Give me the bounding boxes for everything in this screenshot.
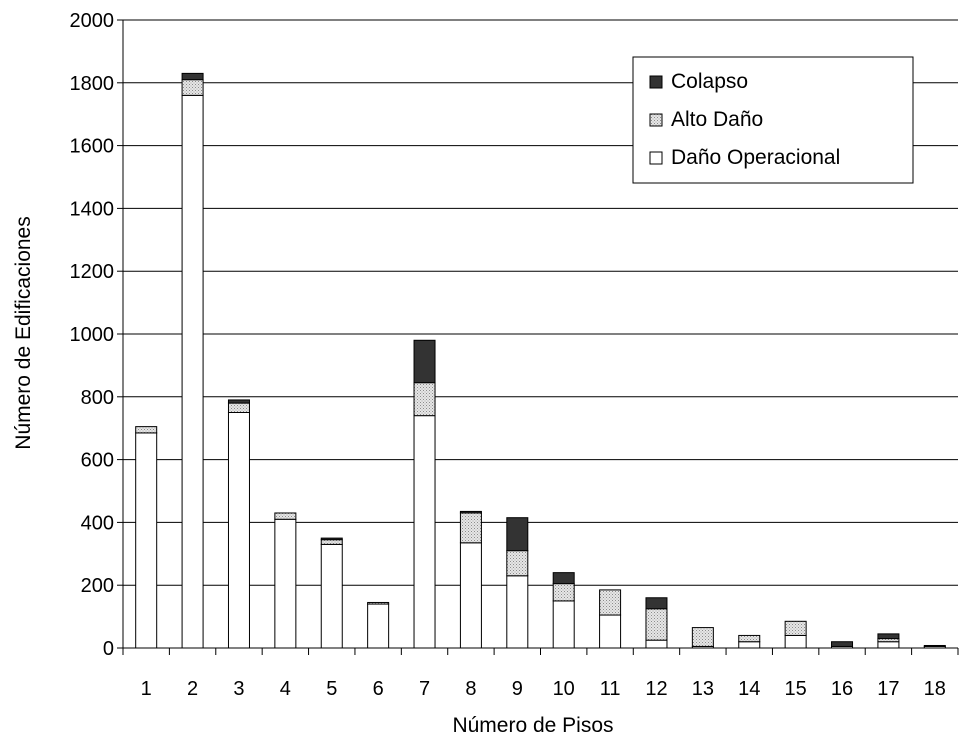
x-tick-label: 15: [785, 678, 807, 700]
y-tick-label: 200: [81, 575, 114, 597]
bar-segment-dano-operacional: [599, 614, 622, 649]
x-tick-label: 14: [738, 678, 760, 700]
legend-label: Alto Daño: [671, 108, 763, 131]
bar-segment-dano-operacional: [784, 634, 807, 649]
bar-segment-dano-operacional: [274, 518, 297, 649]
x-tick-label: 1: [141, 678, 152, 700]
x-tick-label: 17: [877, 678, 899, 700]
y-tick-label: 1600: [70, 136, 115, 158]
bar-segment-dano-operacional: [413, 415, 436, 649]
bar-segment-colapso: [413, 339, 436, 384]
bar-segment-colapso: [877, 633, 900, 640]
bar-segment-dano-operacional: [227, 412, 250, 649]
legend-label: Colapso: [671, 70, 748, 93]
bar-segment-alto-dano: [784, 620, 807, 636]
y-tick-label: 2000: [70, 10, 115, 32]
y-tick-label: 1000: [70, 324, 115, 346]
bar-segment-colapso: [506, 517, 529, 552]
bar-segment-colapso: [552, 572, 575, 585]
bar-segment-alto-dano: [413, 382, 436, 417]
bar-segment-dano-operacional: [738, 641, 761, 649]
bars: [135, 72, 946, 649]
x-tick-label: 7: [419, 678, 430, 700]
bar-segment-alto-dano: [738, 634, 761, 643]
x-tick-label: 3: [233, 678, 244, 700]
bar-segment-alto-dano: [599, 589, 622, 616]
bar-segment-colapso: [227, 399, 250, 404]
y-tick-label: 400: [81, 512, 114, 534]
bar-segment-dano-operacional: [645, 639, 668, 649]
x-tick-labels: 1 2 3 4 5 6 7 8 9 10 11 12 13 14 15 16 17 18: [141, 678, 946, 700]
bar-segment-alto-dano: [552, 583, 575, 602]
y-tick-label: 0: [103, 638, 114, 660]
x-axis-title: Número de Pisos: [452, 714, 613, 737]
bar-segment-dano-operacional: [506, 575, 529, 649]
y-tick-label: 800: [81, 387, 114, 409]
bar-segment-alto-dano: [181, 79, 204, 96]
legend-box: [632, 56, 914, 184]
bar-segment-alto-dano: [459, 512, 482, 544]
bar-segment-alto-dano: [274, 512, 297, 520]
bar-segment-alto-dano: [320, 539, 343, 545]
x-tick-label: 16: [831, 678, 853, 700]
axes: [117, 19, 959, 655]
x-tick-label: 11: [600, 678, 621, 700]
y-tick-label: 600: [81, 450, 114, 472]
bar-segment-dano-operacional: [877, 641, 900, 649]
bar-segment-dano-operacional: [459, 542, 482, 649]
y-tick-label: 1200: [70, 261, 115, 283]
x-tick-label: 10: [553, 678, 575, 700]
bar-segment-colapso: [459, 510, 482, 514]
bar-segment-colapso: [645, 597, 668, 610]
gridlines: [123, 19, 958, 586]
legend-swatch: [649, 151, 663, 165]
x-tick-label: 18: [924, 678, 946, 700]
x-tick-label: 12: [645, 678, 667, 700]
x-tick-label: 2: [187, 678, 198, 700]
y-tick-labels: 0 200 400 600 800 1000 1200 1400 1600 1800 2000: [70, 10, 115, 660]
legend-label: Daño Operacional: [671, 146, 840, 169]
legend: Colapso Alto Daño Daño Operacional: [632, 56, 914, 184]
bar-segment-alto-dano: [135, 426, 158, 434]
bar-segment-alto-dano: [506, 550, 529, 577]
bar-segment-dano-operacional: [320, 543, 343, 649]
x-tick-label: 8: [465, 678, 476, 700]
legend-swatch: [649, 113, 663, 127]
bar-segment-colapso: [923, 644, 946, 647]
bar-segment-colapso: [320, 537, 343, 541]
y-tick-label: 1800: [70, 73, 115, 95]
bar-segment-colapso: [831, 641, 854, 647]
bar-segment-alto-dano: [367, 601, 390, 605]
bar-segment-alto-dano: [691, 627, 714, 647]
y-tick-label: 1400: [70, 198, 115, 220]
x-tick-label: 6: [373, 678, 384, 700]
bar-segment-dano-operacional: [367, 603, 390, 649]
x-tick-label: 5: [326, 678, 337, 700]
bar-segment-alto-dano: [227, 402, 250, 413]
bar-segment-alto-dano: [645, 608, 668, 641]
x-tick-label: 4: [280, 678, 291, 700]
bar-segment-dano-operacional: [135, 432, 158, 649]
bar-segment-colapso: [181, 72, 204, 81]
bar-segment-dano-operacional: [552, 600, 575, 649]
y-axis-title: Número de Edificaciones: [12, 216, 35, 449]
bar-segment-dano-operacional: [181, 94, 204, 649]
x-tick-label: 9: [512, 678, 523, 700]
x-tick-label: 13: [692, 678, 714, 700]
legend-swatch: [649, 75, 663, 89]
